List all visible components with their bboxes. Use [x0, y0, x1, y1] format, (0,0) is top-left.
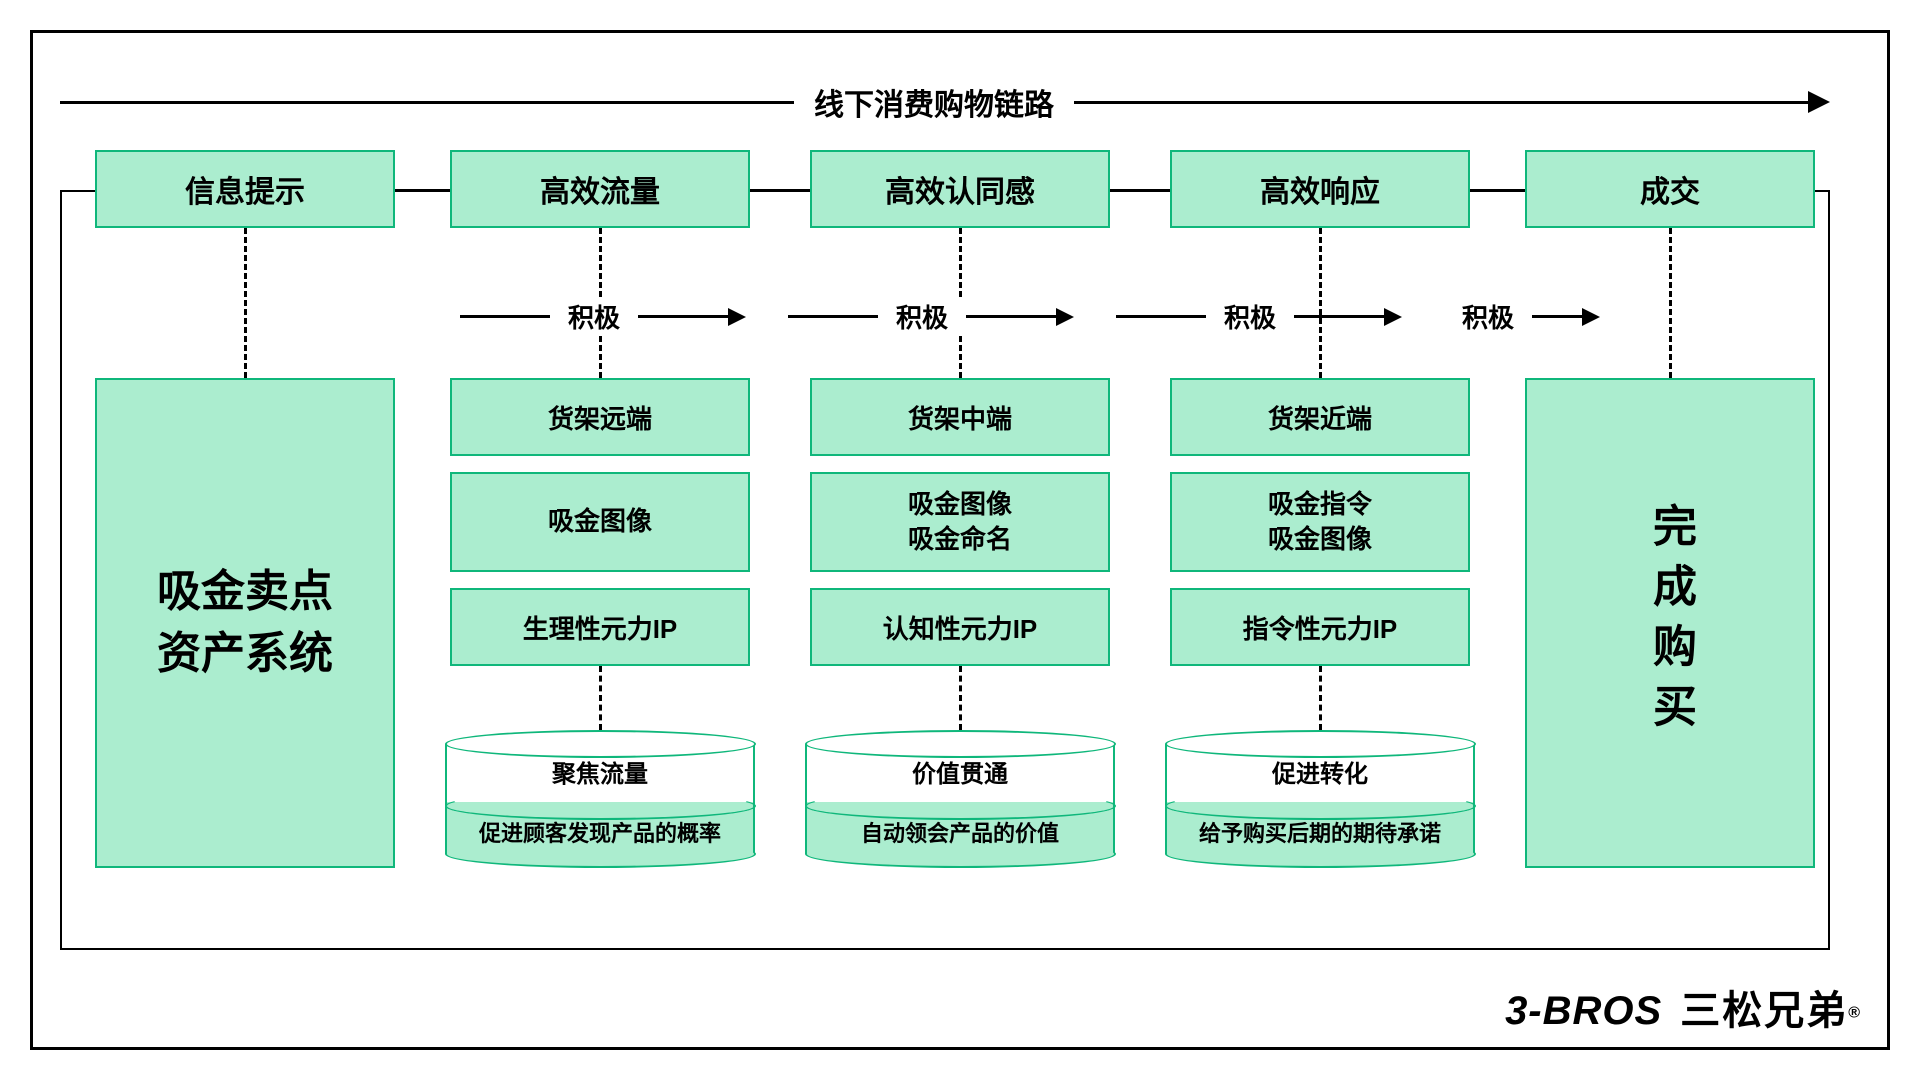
flow-segment [1116, 315, 1206, 318]
step-label: 高效流量 [540, 167, 660, 211]
flow-segment [1294, 315, 1384, 318]
cylinder-c3: 促进转化给予购买后期的期待承诺 [1165, 730, 1475, 854]
step-label: 信息提示 [185, 167, 305, 211]
cell-c1-r0: 货架远端 [450, 378, 750, 456]
diagram-title: 线下消费购物链路 [814, 80, 1054, 124]
cell-c1-r2: 生理性元力IP [450, 588, 750, 666]
cylinder-subtitle: 给予购买后期的期待承诺 [1167, 816, 1473, 848]
flow-row: 积极 积极 积极 积极 [460, 298, 1600, 335]
cell-c3-r2: 指令性元力IP [1170, 588, 1470, 666]
cylinder-c1: 聚焦流量促进顾客发现产品的概率 [445, 730, 755, 854]
step-connector [395, 189, 450, 191]
cell-label: 吸金图像 [548, 504, 652, 539]
flow-segment [788, 315, 878, 318]
step-box-s4: 高效响应 [1170, 150, 1470, 228]
cell-c2-r1: 吸金图像 吸金命名 [810, 472, 1110, 572]
brand-logo: 3-BROS 三松兄弟® [1505, 978, 1860, 1036]
cell-c3-r0: 货架近端 [1170, 378, 1470, 456]
asset-system-box: 吸金卖点 资产系统 [95, 378, 395, 868]
step-label: 成交 [1640, 167, 1700, 211]
dashed-connector [1669, 228, 1672, 378]
cylinder-subtitle: 自动领会产品的价值 [807, 816, 1113, 848]
step-label: 高效响应 [1260, 167, 1380, 211]
title-line-right [1074, 101, 1808, 104]
cylinder-c2: 价值贯通自动领会产品的价值 [805, 730, 1115, 854]
cell-c2-r0: 货架中端 [810, 378, 1110, 456]
flow-label: 积极 [1206, 298, 1294, 335]
arrow-right-icon [1582, 308, 1600, 326]
flow-segment [638, 315, 728, 318]
flow-segment [460, 315, 550, 318]
registered-icon: ® [1848, 1005, 1860, 1022]
brand-en: 3-BROS [1505, 989, 1662, 1034]
cell-label: 生理性元力IP [523, 609, 678, 646]
flow-label: 积极 [550, 298, 638, 335]
step-connector [750, 189, 810, 191]
step-box-s1: 信息提示 [95, 150, 395, 228]
flow-segment [966, 315, 1056, 318]
brand-cn: 三松兄弟 [1680, 989, 1848, 1033]
cell-c2-r2: 认知性元力IP [810, 588, 1110, 666]
step-box-s2: 高效流量 [450, 150, 750, 228]
step-box-s3: 高效认同感 [810, 150, 1110, 228]
cell-label: 认知性元力IP [883, 609, 1038, 646]
arrow-right-icon [728, 308, 746, 326]
arrow-right-icon [1056, 308, 1074, 326]
flow-segment [1532, 315, 1582, 318]
dashed-connector [959, 666, 962, 730]
dashed-connector [244, 228, 247, 378]
flow-label: 积极 [878, 298, 966, 335]
cylinder-title: 促进转化 [1167, 754, 1473, 789]
dashed-connector [1319, 666, 1322, 730]
step-label: 高效认同感 [885, 167, 1035, 211]
cell-label: 货架中端 [908, 399, 1012, 436]
cylinder-title: 价值贯通 [807, 754, 1113, 789]
step-box-s5: 成交 [1525, 150, 1815, 228]
step-connector [1470, 189, 1525, 191]
title-row: 线下消费购物链路 [60, 80, 1830, 124]
dashed-connector [599, 666, 602, 730]
flow-label: 积极 [1444, 298, 1532, 335]
arrow-right-icon [1384, 308, 1402, 326]
title-arrowhead-icon [1808, 91, 1830, 113]
cell-label: 吸金指令 吸金图像 [1268, 487, 1372, 557]
cylinder-title: 聚焦流量 [447, 754, 753, 789]
cylinder-subtitle: 促进顾客发现产品的概率 [447, 816, 753, 848]
step-connector [1110, 189, 1170, 191]
asset-system-label: 吸金卖点 资产系统 [157, 561, 333, 684]
cell-label: 吸金图像 吸金命名 [908, 487, 1012, 557]
title-line-left [60, 101, 794, 104]
cell-label: 货架近端 [1268, 399, 1372, 436]
cell-c1-r1: 吸金图像 [450, 472, 750, 572]
cell-label: 指令性元力IP [1243, 609, 1398, 646]
complete-purchase-box: 完成购买 [1525, 378, 1815, 868]
complete-purchase-label: 完成购买 [1638, 503, 1702, 743]
cell-c3-r1: 吸金指令 吸金图像 [1170, 472, 1470, 572]
cell-label: 货架远端 [548, 399, 652, 436]
